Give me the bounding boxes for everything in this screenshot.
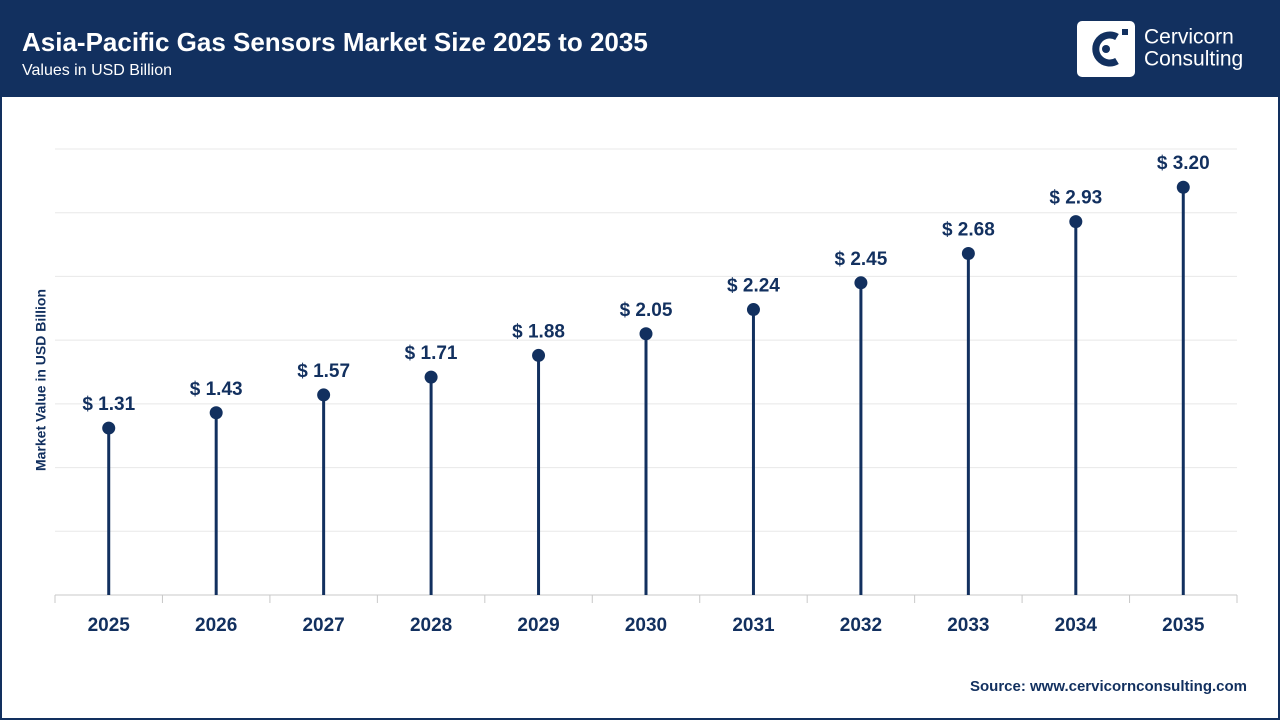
value-label: $ 1.71	[405, 343, 458, 364]
value-label: $ 2.93	[1049, 188, 1102, 209]
dot	[1176, 180, 1190, 194]
x-tick-label: 2025	[88, 615, 131, 636]
dot	[424, 370, 438, 384]
dot	[317, 388, 331, 402]
value-label: $ 1.57	[297, 361, 350, 382]
logo-dot	[1102, 45, 1110, 53]
logo-icon	[1092, 31, 1119, 67]
dot	[746, 303, 760, 317]
dot	[209, 406, 223, 420]
x-tick-label: 2034	[1055, 615, 1098, 636]
x-tick-label: 2035	[1162, 615, 1205, 636]
header	[0, 0, 1280, 97]
x-tick-label: 2030	[625, 615, 667, 636]
x-tick-label: 2028	[410, 615, 452, 636]
x-tick-label: 2026	[195, 615, 237, 636]
y-axis-label: Market Value in USD Billion	[33, 289, 49, 471]
x-tick-label: 2032	[840, 615, 882, 636]
dot	[961, 246, 975, 260]
dot	[532, 348, 546, 362]
x-tick-label: 2033	[947, 615, 989, 636]
value-label: $ 2.45	[834, 249, 887, 270]
dot	[1069, 215, 1083, 229]
logo-text: Cervicorn	[1144, 26, 1234, 49]
value-label: $ 1.31	[82, 394, 135, 415]
chart-title: Asia-Pacific Gas Sensors Market Size 202…	[22, 27, 648, 57]
value-label: $ 1.88	[512, 321, 565, 342]
x-tick-label: 2031	[732, 615, 775, 636]
value-label: $ 3.20	[1157, 153, 1210, 174]
source: Source: www.cervicornconsulting.com	[970, 678, 1247, 695]
chart-subtitle: Values in USD Billion	[22, 62, 172, 79]
dot	[854, 276, 868, 290]
value-label: $ 1.43	[190, 379, 243, 400]
logo: Cervicorn Consulting	[1077, 21, 1243, 77]
value-label: $ 2.68	[942, 220, 995, 241]
dot	[102, 421, 116, 435]
x-tick-label: 2027	[302, 615, 344, 636]
value-label: $ 2.24	[727, 276, 780, 297]
value-label: $ 2.05	[620, 300, 673, 321]
logo-square	[1122, 29, 1128, 35]
x-tick-label: 2029	[517, 615, 559, 636]
dot	[639, 327, 653, 341]
logo-text: Consulting	[1144, 48, 1243, 71]
